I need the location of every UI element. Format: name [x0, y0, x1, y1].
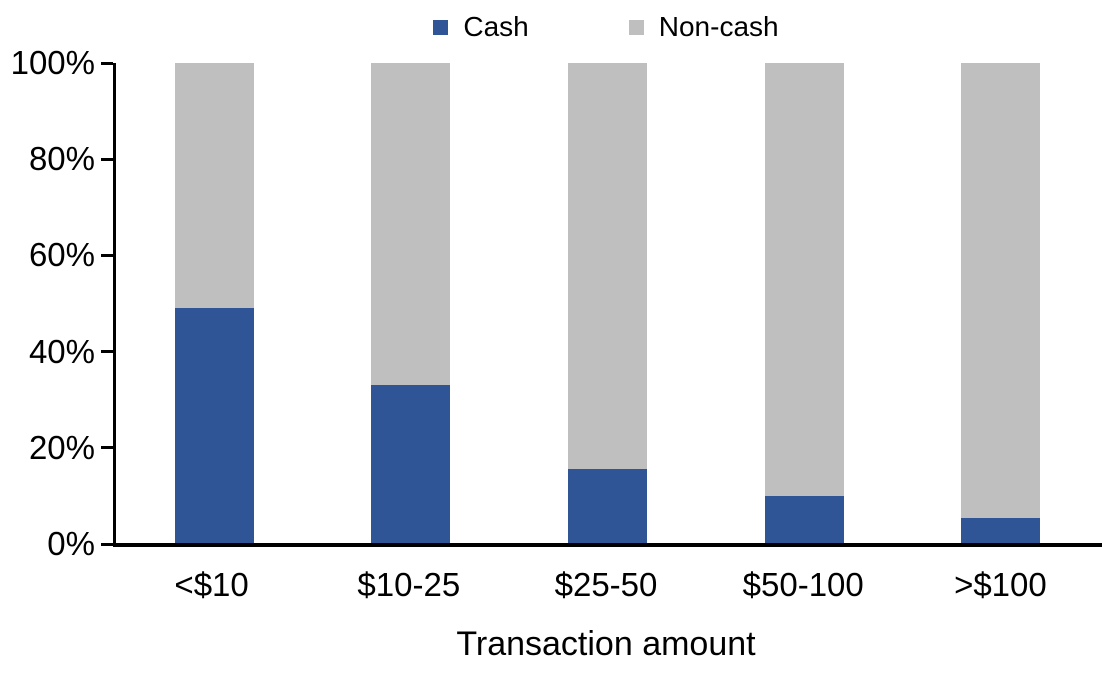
y-axis-tick: [101, 158, 113, 161]
bar-segment-non-cash: [174, 63, 254, 309]
plot-area: [113, 63, 1099, 544]
bar-segment-cash: [174, 308, 254, 544]
bar-segment-cash: [371, 385, 451, 544]
bar-segment-cash: [961, 517, 1041, 544]
bar-segment-non-cash: [961, 63, 1041, 518]
x-category-label: $10-25: [357, 566, 461, 603]
x-axis-title: Transaction amount: [456, 625, 756, 663]
y-axis-tick-label: 0%: [47, 525, 95, 562]
x-category-label: <$10: [174, 566, 249, 603]
y-axis-tick: [101, 543, 113, 546]
stacked-bar-10-25: [371, 63, 451, 544]
x-axis-line: [113, 543, 1102, 547]
bar-slot-50-100: [706, 63, 903, 544]
x-category-label: >$100: [954, 566, 1047, 603]
bar-slot-25-50: [509, 63, 706, 544]
x-category-label: $25-50: [554, 566, 658, 603]
y-axis-tick: [101, 350, 113, 353]
bar-segment-non-cash: [764, 63, 844, 496]
y-axis-tick-label: 40%: [28, 333, 95, 370]
legend-item-cash: Cash: [433, 10, 529, 44]
bar-segment-cash: [567, 469, 647, 544]
y-axis-tick: [101, 446, 113, 449]
y-axis-tick: [101, 62, 113, 65]
y-axis-tick-label: 20%: [28, 429, 95, 466]
bar-slot-100: [902, 63, 1099, 544]
x-axis-labels: <$10 $10-25 $25-50 $50-100 >$100: [113, 566, 1099, 604]
legend-item-noncash: Non-cash: [628, 10, 779, 44]
bar-segment-cash: [764, 495, 844, 544]
bar-slot-10: [116, 63, 313, 544]
stacked-bar-100: [961, 63, 1041, 544]
y-axis-tick: [101, 254, 113, 257]
y-axis-tick-label: 60%: [28, 236, 95, 273]
bar-segment-non-cash: [567, 63, 647, 470]
bar-slot-10-25: [313, 63, 510, 544]
stacked-bar-50-100: [764, 63, 844, 544]
cash-swatch-icon: [433, 19, 449, 35]
chart-legend: Cash Non-cash: [113, 10, 1099, 44]
y-axis-tick-label: 100%: [10, 44, 95, 81]
noncash-swatch-icon: [628, 19, 644, 35]
stacked-bar-10: [174, 63, 254, 544]
bar-segment-non-cash: [371, 63, 451, 386]
y-axis-tick-label: 80%: [28, 140, 95, 177]
legend-label-cash: Cash: [463, 11, 529, 42]
legend-label-noncash: Non-cash: [658, 11, 779, 42]
x-category-label: $50-100: [742, 566, 864, 603]
stacked-bar-25-50: [567, 63, 647, 544]
